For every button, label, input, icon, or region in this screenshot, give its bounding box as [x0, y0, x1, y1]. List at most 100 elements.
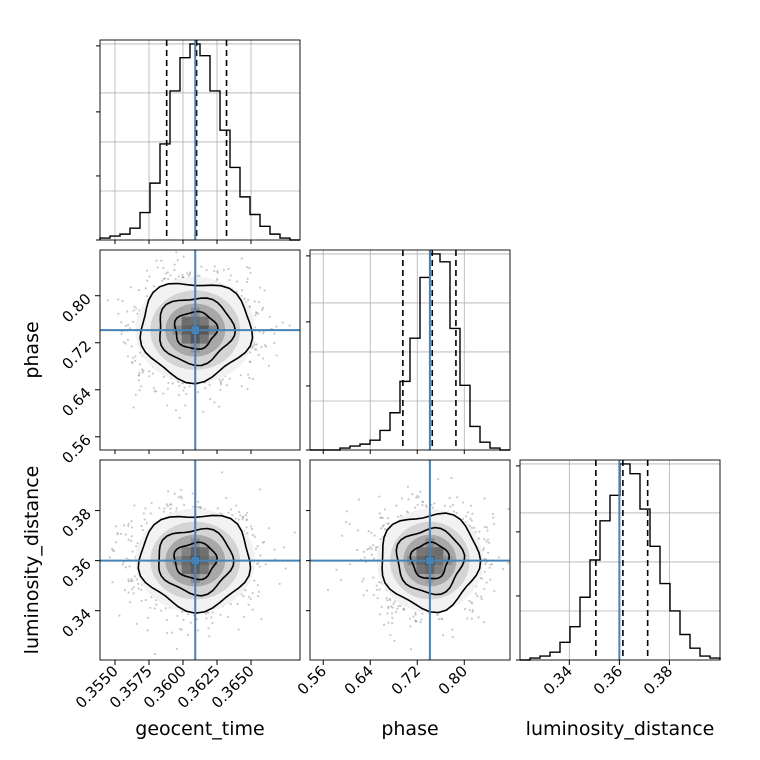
scatter-point [424, 504, 428, 507]
scatter-point [483, 525, 486, 529]
scatter-point [130, 520, 133, 523]
scatter-point [370, 547, 373, 551]
scatter-point [240, 257, 243, 260]
scatter-point [471, 610, 474, 613]
scatter-point [255, 348, 258, 351]
scatter-point [148, 275, 151, 278]
scatter-point [140, 599, 143, 602]
scatter-point [160, 609, 163, 612]
x-tick-label: 0.36 [590, 662, 626, 698]
scatter-point [220, 381, 223, 384]
scatter-point [168, 503, 171, 506]
scatter-point [478, 530, 481, 533]
density-cell [199, 565, 209, 575]
scatter-point [244, 514, 247, 517]
scatter-point [356, 548, 359, 552]
panel-content [100, 245, 300, 450]
scatter-point [185, 392, 188, 396]
scatter-point [229, 508, 233, 511]
scatter-point [226, 615, 230, 619]
scatter-point [365, 589, 369, 592]
scatter-point [144, 598, 147, 602]
scatter-point [180, 488, 183, 491]
panel-frame [309, 249, 511, 451]
scatter-point [422, 500, 425, 504]
scatter-point [180, 628, 183, 631]
scatter-point [246, 511, 249, 514]
scatter-point [470, 601, 473, 604]
scatter-point [208, 635, 211, 638]
density-cell [181, 316, 191, 326]
scatter-point [148, 375, 151, 378]
scatter-point [242, 595, 245, 598]
scatter-point [188, 273, 191, 276]
scatter-point [130, 361, 133, 364]
scatter-point [452, 510, 456, 513]
scatter-point [389, 598, 392, 602]
xlabel-phase: phase [381, 718, 438, 740]
scatter-point [461, 517, 465, 521]
scatter-point [187, 613, 190, 616]
scatter-point [194, 245, 196, 247]
scatter-point [379, 613, 382, 616]
scatter-point [262, 332, 265, 335]
panel-content [310, 460, 510, 660]
scatter-point [175, 251, 178, 254]
scatter-point [178, 416, 181, 419]
scatter-point [137, 379, 141, 382]
scatter-point [381, 516, 384, 520]
scatter-point [146, 279, 149, 282]
scatter-point [480, 577, 484, 580]
scatter-point [148, 370, 151, 373]
scatter-point [250, 527, 254, 531]
scatter-point [476, 595, 479, 598]
scatter-point [202, 410, 205, 413]
scatter-point [196, 629, 199, 632]
density-cell [434, 547, 444, 557]
scatter-point [261, 541, 265, 544]
scatter-point [380, 605, 383, 608]
scatter-point [263, 289, 266, 292]
x-tick-label: 0.72 [388, 662, 424, 698]
scatter-point [130, 526, 134, 529]
scatter-point [163, 277, 167, 280]
scatter-point [385, 597, 388, 600]
scatter-point [267, 364, 271, 367]
panel-frame [519, 459, 721, 661]
axis-labels: geocent_time phase luminosity_distance p… [21, 321, 714, 740]
panel-frame [99, 459, 301, 661]
scatter-point [153, 390, 156, 393]
scatter-point [363, 556, 366, 559]
scatter-point [234, 517, 238, 520]
scatter-point [260, 308, 264, 311]
scatter-point [378, 512, 382, 515]
scatter-point [152, 285, 156, 288]
scatter-point [256, 562, 259, 566]
scatter-point [218, 405, 221, 408]
scatter-point [249, 351, 252, 354]
scatter-point [121, 300, 124, 303]
scatter-point [174, 277, 177, 281]
scatter-point [128, 565, 131, 568]
scatter-point [468, 608, 471, 612]
scatter-point [383, 508, 386, 511]
scatter-point [238, 510, 241, 514]
scatter-point [204, 612, 207, 615]
scatter-point [251, 608, 254, 611]
scatter-point [140, 588, 143, 592]
scatter-point [237, 518, 241, 521]
density-cell [181, 547, 191, 557]
scatter-point [261, 306, 264, 310]
scatter-point [116, 531, 119, 535]
scatter-point [169, 274, 172, 277]
scatter-point [485, 581, 488, 584]
scatter-point [443, 504, 446, 507]
scatter-point [241, 516, 244, 519]
scatter-point [150, 596, 153, 599]
scatter-point [182, 503, 186, 506]
scatter-point [222, 268, 226, 272]
scatter-point [362, 550, 366, 553]
scatter-point [137, 582, 140, 586]
scatter-point [253, 535, 256, 538]
scatter-point [213, 401, 216, 404]
